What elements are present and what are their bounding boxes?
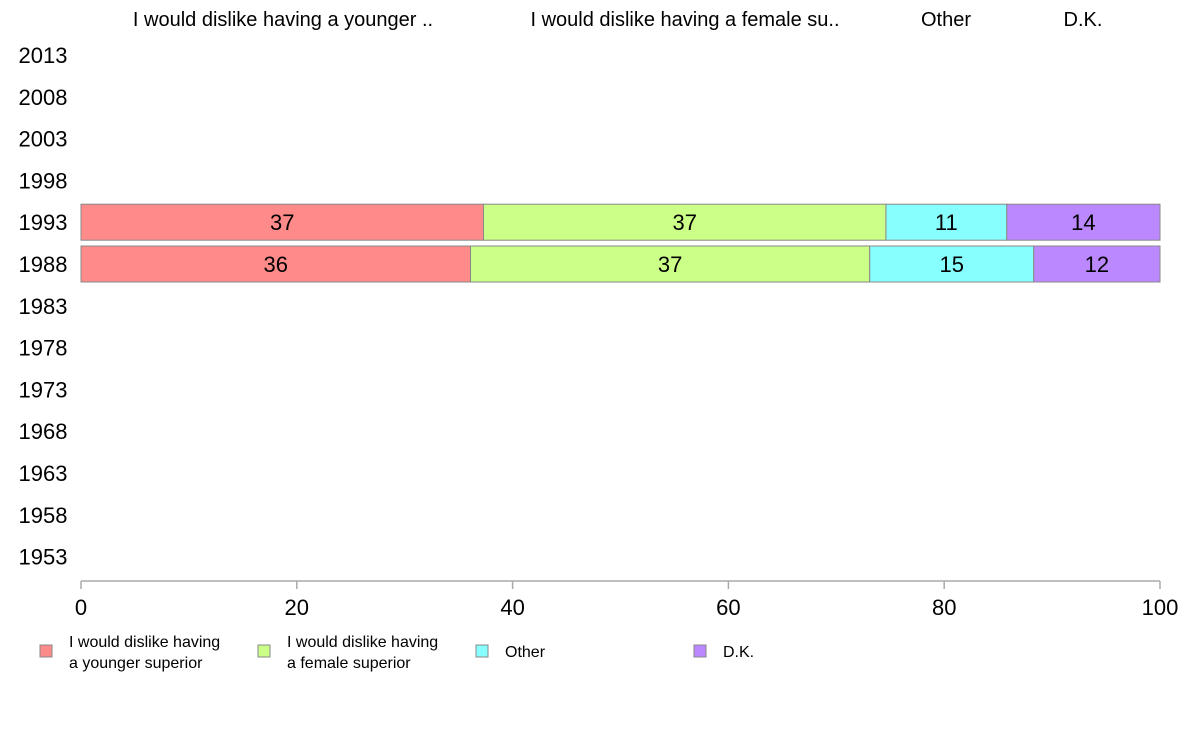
y-tick-label-1963: 1963: [19, 461, 68, 486]
legend-swatch-2: [257, 644, 271, 658]
x-tick-label-100: 100: [1142, 595, 1179, 620]
legend-swatch-1: [39, 644, 53, 658]
legend-label-3-line-1: Other: [505, 644, 546, 661]
legend-label-2-line-2: a female superior: [287, 655, 411, 672]
y-tick-label-2003: 2003: [19, 127, 68, 152]
bar-label-1988-series-1: 36: [264, 252, 288, 277]
column-header-3: Other: [921, 9, 971, 31]
column-header-1: I would dislike having a younger ..: [133, 9, 433, 31]
bar-label-1988-series-2: 37: [658, 252, 682, 277]
bar-label-1993-series-1: 37: [270, 210, 294, 235]
bar-1993-series-4: [1006, 203, 1161, 241]
y-axis-labels: 2013 2008 2003 1998 1993 1988 1983 1978 1973 1968…: [19, 43, 68, 570]
y-tick-label-2013: 2013: [19, 43, 68, 68]
bar-1988-series-4: [1033, 245, 1161, 283]
y-tick-label-1958: 1958: [19, 503, 68, 528]
y-tick-label-1953: 1953: [19, 545, 68, 570]
y-tick-label-1998: 1998: [19, 168, 68, 193]
legend-swatch-3: [475, 644, 489, 658]
bar-1993-series-2: [482, 203, 887, 241]
legend-label-1-line-1: I would dislike having: [69, 634, 220, 651]
bar-1988-series-1: [80, 245, 472, 283]
x-tick-label-20: 20: [285, 595, 309, 620]
y-tick-label-2008: 2008: [19, 85, 68, 110]
legend-label-1-line-2: a younger superior: [69, 655, 203, 672]
legend-label-4-line-1: D.K.: [723, 644, 754, 661]
y-tick-label-1968: 1968: [19, 419, 68, 444]
legend-label-2-line-1: I would dislike having: [287, 634, 438, 651]
y-tick-label-1993: 1993: [19, 210, 68, 235]
bar-label-1988-series-4: 12: [1085, 252, 1109, 277]
x-axis: 0 20 40 60 80 100: [75, 580, 1179, 620]
bar-1993-series-1: [80, 203, 484, 241]
y-tick-label-1988: 1988: [19, 252, 68, 277]
bar-1993-series-3: [885, 203, 1008, 241]
y-tick-label-1978: 1978: [19, 336, 68, 361]
x-tick-label-80: 80: [932, 595, 956, 620]
legend-swatch-4: [693, 644, 707, 658]
y-tick-label-1973: 1973: [19, 377, 68, 402]
column-header-2: I would dislike having a female su..: [530, 9, 839, 31]
column-headers: I would dislike having a younger .. I wou…: [133, 9, 1103, 31]
y-tick-label-1983: 1983: [19, 294, 68, 319]
bar-1988-series-2: [470, 245, 871, 283]
column-header-4: D.K.: [1064, 9, 1103, 31]
bars: 37 37 11 14 36 37 15 12: [80, 203, 1161, 283]
bar-label-1988-series-3: 15: [940, 252, 964, 277]
legend: I would dislike having a younger superior…: [39, 634, 754, 672]
x-tick-label-40: 40: [500, 595, 524, 620]
bar-label-1993-series-3: 11: [935, 210, 958, 235]
x-tick-label-60: 60: [716, 595, 740, 620]
x-tick-label-0: 0: [75, 595, 87, 620]
bar-label-1993-series-4: 14: [1071, 210, 1095, 235]
bar-label-1993-series-2: 37: [672, 210, 696, 235]
bar-1988-series-3: [869, 245, 1035, 283]
